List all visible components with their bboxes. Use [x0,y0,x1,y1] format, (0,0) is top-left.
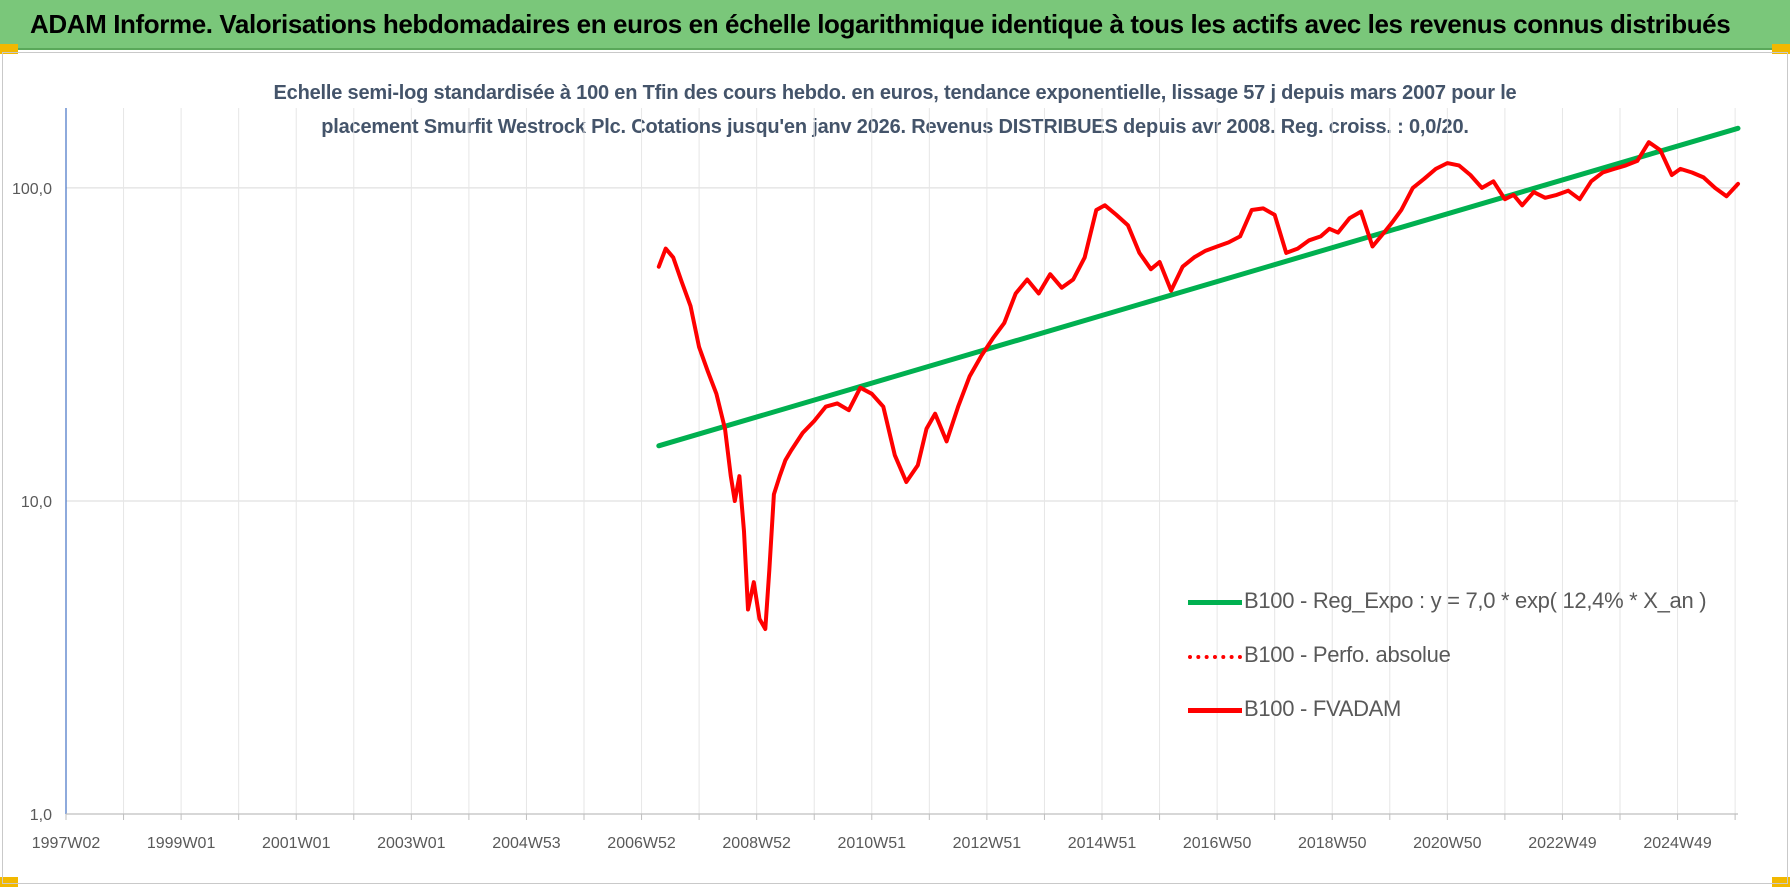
x-tick-label-2: 2001W01 [262,835,331,852]
legend-swatch-perfo [1188,655,1242,659]
legend-label-perfo: B100 - Perfo. absolue [1244,642,1451,667]
x-tick-label-0: 1997W02 [32,835,101,852]
x-tick-label-10: 2016W50 [1183,835,1252,852]
x-tick-label-11: 2018W50 [1298,835,1367,852]
x-tick-label-9: 2014W51 [1068,835,1137,852]
x-tick-label-14: 2024W49 [1643,835,1712,852]
chart-subtitle-line1: Echelle semi-log standardisée à 100 en T… [273,82,1517,104]
chart-subtitle: Echelle semi-log standardisée à 100 en T… [180,76,1610,144]
y-tick-label-1: 10,0 [21,494,52,511]
series-line-regression [656,125,1741,449]
x-tick-label-3: 2003W01 [377,835,446,852]
x-tick-label-5: 2006W52 [607,835,676,852]
legend-label-regression: B100 - Reg_Expo : y = 7,0 * exp( 12,4% *… [1244,588,1707,613]
x-tick-label-4: 2004W53 [492,835,561,852]
corner-marker-bl [0,877,18,887]
y-tick-label-0: 1,0 [30,807,52,824]
x-tick-label-7: 2010W51 [838,835,907,852]
chart-frame [2,52,1788,884]
title-banner: ADAM Informe. Valorisations hebdomadaire… [0,0,1790,50]
x-tick-label-12: 2020W50 [1413,835,1482,852]
corner-marker-br [1772,877,1790,887]
series-line-fvadam [656,140,1740,631]
x-tick-label-13: 2022W49 [1528,835,1597,852]
x-tick-label-6: 2008W52 [722,835,791,852]
corner-marker-tl [0,44,18,54]
x-tick-label-1: 1999W01 [147,835,216,852]
y-tick-label-2: 100,0 [12,181,52,198]
report-title: ADAM Informe. Valorisations hebdomadaire… [30,9,1731,39]
legend-swatch-fvadam [1188,708,1242,713]
corner-marker-tr [1772,44,1790,54]
legend-label-fvadam: B100 - FVADAM [1244,696,1402,721]
x-tick-label-8: 2012W51 [953,835,1022,852]
chart-subtitle-line2: placement Smurfit Westrock Plc. Cotation… [321,116,1469,138]
legend-swatch-regression [1188,600,1242,605]
